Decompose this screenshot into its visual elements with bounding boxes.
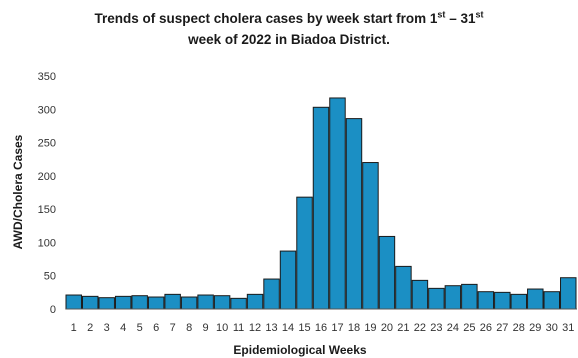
bar [527,288,544,310]
bar [279,250,297,310]
bar [395,265,412,310]
x-tick-label: 23 [430,322,442,334]
x-tick-label: 11 [233,322,244,334]
bar [494,291,511,310]
chart-title-line-2: week of 2022 in Biadoa District. [188,32,390,47]
bar [560,277,577,310]
x-tick-label: 13 [265,322,277,334]
x-tick-label: 12 [249,322,261,334]
y-tick-label: 350 [38,71,56,83]
y-tick-label: 200 [38,171,56,183]
bar [510,293,528,310]
x-tick-label: 5 [137,322,143,334]
bar [329,97,346,310]
x-tick-label: 31 [562,322,574,334]
bar [296,196,313,310]
x-tick-label: 18 [348,322,360,334]
title-superscript-1: st [437,9,446,20]
title-superscript-2: st [475,9,484,20]
y-tick-label: 300 [38,104,56,116]
x-tick-label: 20 [381,322,393,334]
x-tick-label: 9 [203,322,209,334]
x-tick-label: 22 [414,322,426,334]
title-text-b: – 31 [445,11,476,26]
y-tick-label: 0 [50,304,56,316]
bar [378,235,396,310]
bar [147,296,165,310]
bar [131,295,148,310]
bar [98,297,115,310]
bar [81,295,99,310]
bar [477,291,495,310]
y-tick-label: 100 [38,237,56,249]
x-tick-label: 14 [282,322,294,334]
x-tick-label: 25 [463,322,475,334]
bar [345,118,363,310]
x-tick-label: 29 [529,322,541,334]
bar [180,296,198,310]
bar [428,287,445,310]
x-tick-label: 21 [397,322,409,334]
chart-title: Trends of suspect cholera cases by week … [0,8,578,50]
x-tick-label: 7 [170,322,176,334]
chart-title-line-1: Trends of suspect cholera cases by week … [0,8,578,29]
bar [444,285,462,310]
bar [362,162,379,310]
x-tick-label: 26 [480,322,492,334]
y-tick-label: 50 [44,271,56,283]
bar [114,295,132,310]
x-tick-label: 8 [186,322,192,334]
bar [213,295,231,310]
x-tick-label: 27 [496,322,508,334]
bar [65,294,82,310]
x-tick-label: 2 [87,322,93,334]
bar [411,279,429,310]
x-tick-label: 17 [331,322,343,334]
title-text-a: Trends of suspect cholera cases by week … [94,11,438,26]
x-tick-label: 16 [315,322,327,334]
x-tick-label: 28 [513,322,525,334]
x-tick-label: 24 [447,322,459,334]
bar [461,283,478,310]
bar [230,297,247,310]
x-tick-label: 4 [120,322,126,334]
x-axis-title: Epidemiological Weeks [233,343,366,357]
x-tick-label: 10 [216,322,228,334]
y-tick-label: 150 [38,204,56,216]
x-tick-label: 30 [546,322,558,334]
x-tick-label: 3 [104,322,110,334]
x-tick-label: 6 [153,322,159,334]
bar [263,278,280,310]
bar [246,293,264,310]
y-tick-label: 250 [38,138,56,150]
bar [164,293,181,310]
x-tick-label: 15 [298,322,310,334]
bar [197,294,214,310]
x-tick-label: 19 [364,322,376,334]
bar [312,106,330,310]
x-tick-label: 1 [71,322,77,334]
bar [543,291,561,310]
y-axis-title: AWD/Cholera Cases [11,134,25,249]
